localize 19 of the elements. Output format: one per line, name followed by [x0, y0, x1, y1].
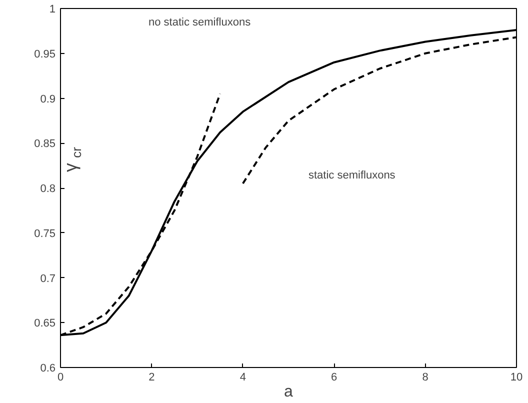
annotation: static semifluxons: [308, 170, 396, 182]
y-tick-label: 0.95: [34, 48, 56, 60]
y-tick-label: 1: [49, 4, 56, 16]
y-tick-label: 0.65: [34, 318, 56, 330]
y-tick-label: 0.8: [40, 183, 56, 195]
x-tick-label: 10: [510, 372, 523, 384]
y-tick-label: 0.75: [34, 228, 56, 240]
x-axis-title: a: [284, 384, 294, 400]
x-tick-label: 8: [422, 372, 428, 384]
x-tick-label: 4: [240, 372, 246, 384]
x-tick-label: 2: [148, 372, 155, 384]
y-tick-label: 0.85: [34, 138, 56, 150]
annotation: no static semifluxons: [148, 16, 252, 28]
y-tick-label: 0.7: [40, 272, 56, 285]
y-tick-label: 0.6: [40, 362, 56, 374]
x-tick-label: 6: [331, 372, 338, 384]
x-tick-label: 0: [57, 372, 64, 384]
y-tick-label: 0.9: [40, 93, 56, 106]
y-axis-title: γcr: [60, 146, 84, 172]
